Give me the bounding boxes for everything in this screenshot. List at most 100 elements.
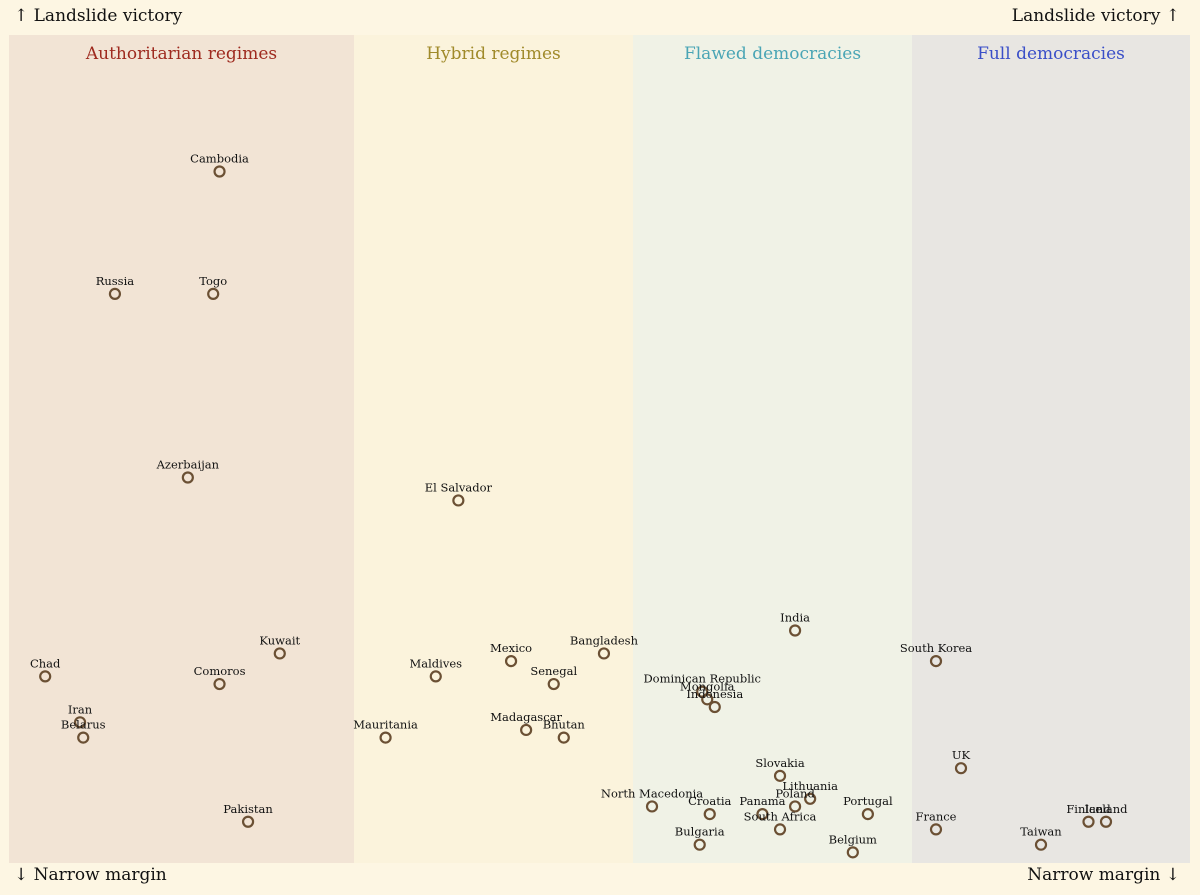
landslide-victory-label-right: Landslide victory ↑ (1011, 6, 1180, 26)
point-south-africa: South Africa (744, 809, 817, 836)
point-india: India (780, 611, 810, 637)
marker-senegal (547, 677, 560, 691)
marker-taiwan (1034, 838, 1048, 851)
label-finland: Finland (1066, 802, 1111, 816)
marker-el-salvador (452, 494, 465, 507)
label-bhutan: Bhutan (543, 718, 586, 732)
landslide-victory-label-left: ↑ Landslide victory (14, 6, 183, 26)
point-mauritania: Mauritania (353, 718, 418, 744)
label-indonesia: Indonesia (686, 687, 743, 701)
label-el-salvador: El Salvador (425, 480, 493, 494)
label-north-macedonia: North Macedonia (601, 786, 703, 800)
label-lithuania: Lithuania (782, 779, 838, 793)
band-title-hybrid-regimes: Hybrid regimes (426, 44, 561, 64)
band-title-flawed-democracies: Flawed democracies (684, 44, 861, 64)
marker-cambodia (213, 165, 226, 178)
marker-togo (207, 287, 220, 300)
band-flawed-democracies (633, 35, 912, 863)
label-india: India (780, 611, 810, 625)
point-russia: Russia (96, 274, 135, 300)
label-belgium: Belgium (829, 832, 877, 846)
label-comoros: Comoros (194, 664, 246, 678)
narrow-margin-label-right: Narrow margin ↓ (1027, 865, 1180, 885)
point-senegal: Senegal (530, 664, 577, 691)
marker-mongolia (701, 693, 714, 706)
marker-madagascar (520, 723, 533, 737)
label-bulgaria: Bulgaria (675, 825, 725, 839)
point-slovakia: Slovakia (755, 756, 805, 782)
marker-poland (788, 800, 802, 813)
marker-belgium (846, 846, 859, 859)
label-mauritania: Mauritania (353, 718, 418, 732)
band-full-democracies (912, 35, 1190, 863)
marker-maldives (429, 670, 442, 683)
point-iceland: Iceland (1084, 802, 1128, 828)
label-portugal: Portugal (843, 794, 893, 808)
label-mexico: Mexico (490, 641, 532, 655)
point-pakistan: Pakistan (223, 802, 273, 828)
label-senegal: Senegal (530, 664, 577, 678)
marker-comoros (213, 677, 226, 691)
label-maldives: Maldives (409, 656, 462, 670)
point-france: France (916, 809, 957, 836)
marker-iran (73, 716, 87, 729)
label-panama: Panama (739, 794, 785, 808)
point-panama: Panama (739, 794, 786, 821)
marker-iceland (1099, 815, 1113, 828)
label-uk: UK (952, 748, 971, 762)
marker-mauritania (379, 731, 392, 744)
point-croatia: Croatia (688, 794, 732, 821)
label-france: France (916, 809, 957, 823)
point-maldives: Maldives (409, 656, 462, 683)
label-south-korea: South Korea (900, 641, 972, 655)
marker-pakistan (241, 815, 255, 828)
marker-bhutan (557, 731, 570, 744)
point-south-korea: South Korea (900, 641, 972, 668)
point-belarus: Belarus (61, 718, 106, 744)
point-azerbaijan: Azerbaijan (156, 458, 220, 484)
point-madagascar: Madagascar (490, 710, 563, 737)
point-bulgaria: Bulgaria (675, 825, 725, 851)
marker-chad (39, 670, 52, 683)
marker-bulgaria (693, 838, 706, 851)
label-madagascar: Madagascar (490, 710, 562, 724)
label-russia: Russia (96, 274, 135, 288)
point-north-macedonia: North Macedonia (601, 786, 703, 813)
point-finland: Finland (1066, 802, 1111, 828)
point-portugal: Portugal (843, 794, 893, 821)
label-togo: Togo (199, 274, 227, 288)
point-el-salvador: El Salvador (425, 480, 493, 507)
label-taiwan: Taiwan (1020, 825, 1062, 839)
label-kuwait: Kuwait (259, 633, 300, 647)
label-pakistan: Pakistan (223, 802, 273, 816)
label-chad: Chad (30, 656, 61, 670)
marker-uk (954, 762, 968, 775)
label-cambodia: Cambodia (190, 152, 249, 166)
marker-finland (1082, 815, 1095, 828)
point-kuwait: Kuwait (259, 633, 301, 660)
label-azerbaijan: Azerbaijan (156, 458, 220, 472)
marker-portugal (861, 807, 874, 821)
point-comoros: Comoros (194, 664, 246, 691)
marker-south-africa (773, 823, 787, 836)
point-poland: Poland (775, 786, 815, 813)
band-title-full-democracies: Full democracies (977, 44, 1125, 64)
point-mongolia: Mongolia (680, 679, 735, 706)
marker-belarus (77, 731, 90, 744)
point-bhutan: Bhutan (543, 718, 586, 744)
band-title-authoritarian-regimes: Authoritarian regimes (85, 44, 277, 64)
marker-azerbaijan (181, 471, 194, 484)
narrow-margin-label-left: ↓ Narrow margin (14, 865, 167, 885)
marker-bangladesh (597, 647, 611, 660)
point-cambodia: Cambodia (190, 152, 249, 178)
label-mongolia: Mongolia (680, 679, 735, 693)
marker-kuwait (273, 647, 286, 660)
point-taiwan: Taiwan (1020, 825, 1062, 851)
marker-mexico (504, 654, 518, 668)
label-belarus: Belarus (61, 718, 106, 732)
label-south-africa: South Africa (744, 809, 817, 823)
band-authoritarian-regimes (9, 35, 354, 863)
point-bangladesh: Bangladesh (570, 633, 639, 660)
point-togo: Togo (199, 274, 227, 300)
